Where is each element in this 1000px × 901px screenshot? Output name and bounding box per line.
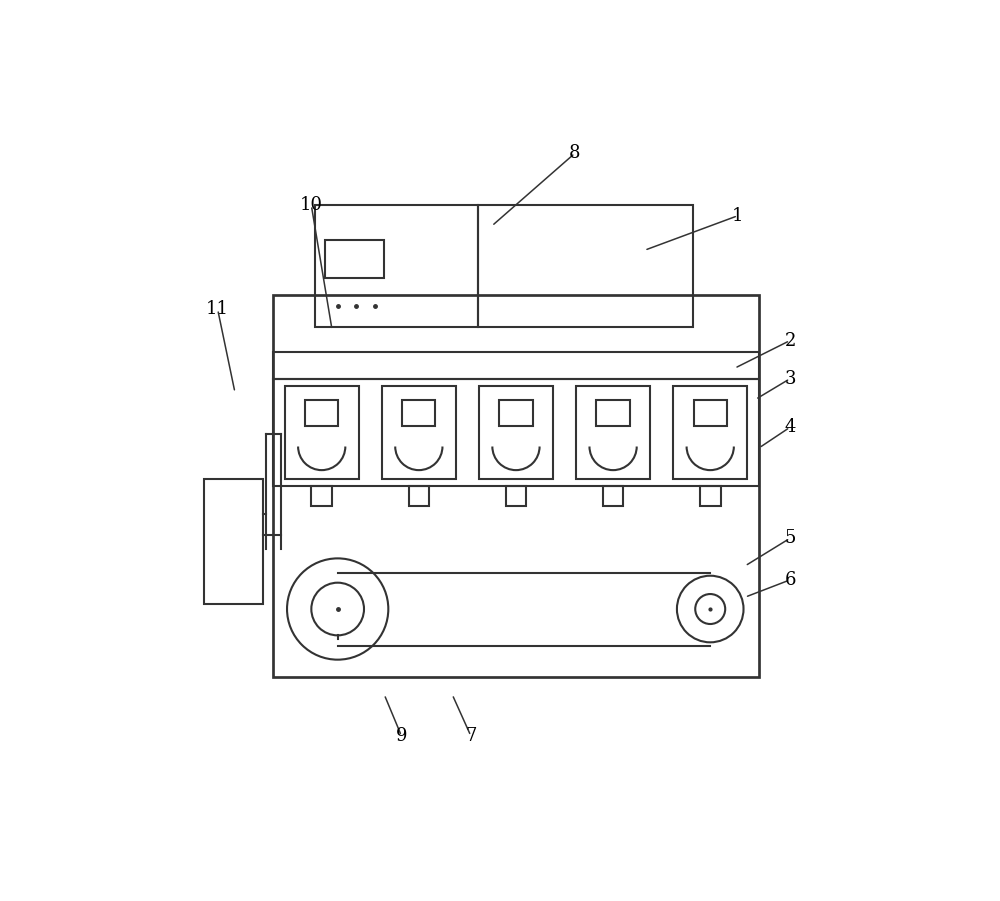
Bar [273, 378, 759, 487]
Bar [325, 240, 384, 278]
Bar [409, 487, 429, 505]
Bar [273, 352, 759, 378]
Text: 3: 3 [784, 369, 796, 387]
Text: 7: 7 [465, 727, 477, 745]
Bar [700, 487, 721, 505]
Bar [305, 400, 338, 426]
Bar [273, 296, 759, 677]
Bar [506, 487, 526, 505]
Bar [576, 386, 650, 479]
Text: 10: 10 [300, 196, 323, 214]
Text: 5: 5 [784, 529, 796, 547]
Text: 4: 4 [784, 418, 796, 436]
Bar [311, 487, 332, 505]
Text: 11: 11 [206, 300, 229, 318]
Text: 8: 8 [569, 144, 581, 162]
Bar [673, 386, 747, 479]
Bar [402, 400, 435, 426]
Bar [285, 386, 359, 479]
Bar [479, 386, 553, 479]
Bar [603, 487, 623, 505]
Bar [382, 386, 456, 479]
Bar [596, 400, 630, 426]
Text: 9: 9 [396, 727, 407, 745]
Bar [204, 479, 263, 605]
Text: 2: 2 [784, 332, 796, 350]
Bar [694, 400, 727, 426]
Text: 6: 6 [784, 571, 796, 589]
Bar [478, 205, 693, 327]
Bar [499, 400, 533, 426]
Text: 1: 1 [732, 206, 744, 224]
Bar [315, 205, 478, 327]
